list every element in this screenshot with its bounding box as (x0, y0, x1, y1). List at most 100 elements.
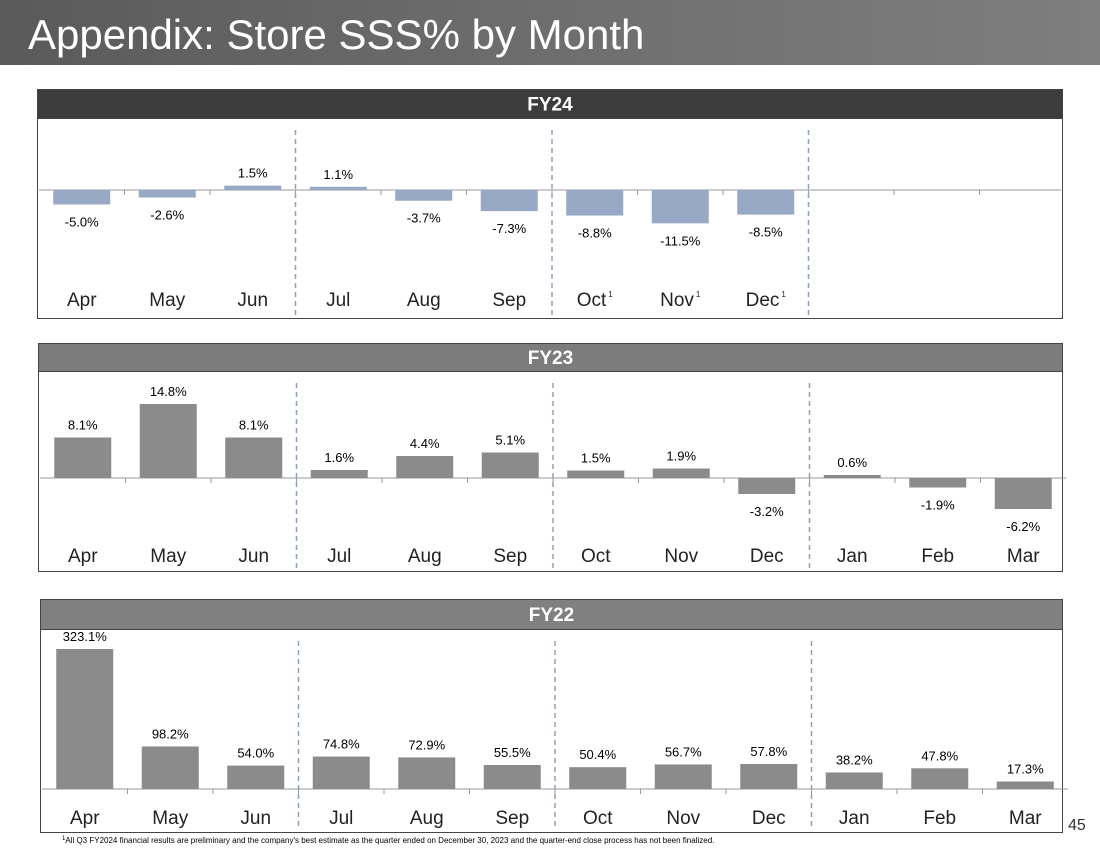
fy23-bar-apr (54, 437, 112, 478)
fy24-bar-aug (395, 190, 453, 201)
fy23-bar-sep (481, 452, 539, 478)
fy22-bar-apr (56, 649, 114, 789)
fy24-bar-jun (224, 185, 282, 190)
fy23-category-label: Mar (1007, 546, 1040, 567)
fy23-header-title: FY23 (528, 348, 573, 369)
fy24-category-label: Jul (326, 290, 350, 311)
fy23-bar-aug (396, 456, 454, 478)
fy24-chart-panel: FY24 -5.0% Apr -2.6% May 1.5% Jun 1.1% Jul -3.7% A… (37, 89, 1063, 319)
fy22-data-label: 98.2% (152, 726, 189, 741)
fy24-frame (37, 89, 1063, 319)
fy22-data-label: 47.8% (921, 748, 958, 763)
fy22-category-label: Dec (752, 808, 786, 829)
fy22-chart: FY22 323.1% Apr 98.2% May 54.0% Jun 74.8% Jul 72.… (40, 599, 1068, 833)
footnote-marker: 1 (62, 836, 66, 842)
fy24-bar-sep (480, 190, 538, 212)
fy24-category-label: Aug (407, 290, 441, 311)
fy22-chart-panel: FY22 323.1% Apr 98.2% May 54.0% Jun 74.8% Jul 72.… (40, 599, 1068, 833)
fy23-bar-oct (567, 470, 625, 478)
fy23-data-label: -6.2% (1006, 519, 1040, 534)
fy24-data-label: -2.6% (150, 208, 184, 223)
footnote-text: All Q3 FY2024 financial results are prel… (65, 836, 715, 845)
fy23-bar-jun (225, 437, 283, 478)
fy24-data-label: 1.1% (323, 167, 353, 182)
fy23-category-label: Oct (581, 546, 611, 567)
fy22-category-label: Oct (583, 808, 613, 829)
fy22-bar-jun (227, 765, 285, 789)
fy23-data-label: 5.1% (495, 433, 525, 448)
fy23-category-label: Sep (493, 546, 527, 567)
fy23-data-label: 1.6% (324, 450, 354, 465)
fy22-frame (40, 599, 1063, 833)
fy24-data-label: -7.3% (492, 221, 526, 236)
fy24-category-label: Dec 1 (746, 290, 787, 311)
fy23-category-label: Dec (750, 546, 784, 567)
fy22-category-label: May (152, 808, 188, 829)
fy23-data-label: 1.9% (666, 449, 696, 464)
fy22-bar-oct (569, 767, 627, 789)
fy23-category-label: May (150, 546, 186, 567)
fy22-header-title: FY22 (529, 605, 574, 626)
footnote: 1All Q3 FY2024 financial results are pre… (62, 836, 714, 846)
fy23-data-label: 8.1% (239, 418, 269, 433)
fy24-bar-apr (53, 190, 111, 205)
fy22-category-label: Jun (240, 808, 271, 829)
fy22-bar-feb (911, 768, 969, 789)
fy22-data-label: 74.8% (323, 737, 360, 752)
fy22-category-label: Apr (70, 808, 100, 829)
fy24-category-superscript: 1 (696, 290, 701, 299)
fy23-chart-panel: FY23 8.1% Apr 14.8% May 8.1% Jun 1.6% Jul 4.4% Aug… (38, 343, 1066, 572)
fy23-frame (38, 343, 1063, 572)
fy22-category-label: Nov (666, 808, 700, 829)
fy22-data-label: 50.4% (579, 747, 616, 762)
fy22-bar-nov (654, 764, 712, 789)
fy23-data-label: -3.2% (750, 504, 784, 519)
fy24-category-label: Nov 1 (660, 290, 701, 311)
fy23-header (38, 343, 1063, 372)
fy24-category-superscript: 1 (781, 290, 786, 299)
fy22-data-label: 55.5% (494, 745, 531, 760)
fy22-bar-sep (483, 764, 541, 789)
fy23-category-label: Jun (238, 546, 269, 567)
fy22-category-label: Jan (839, 808, 870, 829)
fy24-bar-may (138, 190, 196, 198)
fy24-data-label: -5.0% (65, 215, 99, 230)
fy23-category-label: Jul (327, 546, 351, 567)
fy23-bar-nov (652, 468, 710, 478)
page-number: 45 (1068, 817, 1086, 834)
fy24-header (37, 89, 1063, 119)
fy24-data-label: -8.8% (578, 226, 612, 241)
fy23-data-label: 14.8% (150, 384, 187, 399)
fy23-bar-jul (310, 470, 368, 478)
fy24-chart: FY24 -5.0% Apr -2.6% May 1.5% Jun 1.1% Jul -3.7% A… (37, 89, 1063, 319)
fy24-data-label: -3.7% (407, 211, 441, 226)
fy22-category-label: Feb (923, 808, 956, 829)
fy22-bar-jul (312, 756, 370, 789)
fy23-data-label: 8.1% (68, 418, 98, 433)
fy23-category-label: Feb (921, 546, 954, 567)
fy23-bar-feb (909, 478, 967, 488)
fy22-bar-dec (740, 763, 798, 789)
fy24-category-label: May (149, 290, 185, 311)
fy23-category-label: Apr (68, 546, 98, 567)
fy22-data-label: 323.1% (63, 629, 108, 644)
fy23-category-label: Aug (408, 546, 442, 567)
fy22-category-label: Sep (495, 808, 529, 829)
fy24-category-label: Jun (237, 290, 268, 311)
fy23-bar-jan (823, 475, 881, 478)
fy22-category-label: Aug (410, 808, 444, 829)
fy24-category-label: Apr (67, 290, 97, 311)
fy23-bar-dec (738, 478, 796, 494)
fy23-data-label: 0.6% (837, 455, 867, 470)
fy24-bar-oct (566, 190, 624, 216)
fy23-data-label: -1.9% (921, 498, 955, 513)
fy22-category-label: Mar (1009, 808, 1042, 829)
fy22-data-label: 57.8% (750, 744, 787, 759)
fy23-data-label: 1.5% (581, 451, 611, 466)
fy23-data-label: 4.4% (410, 436, 440, 451)
fy23-bar-may (139, 404, 197, 478)
fy22-header (40, 599, 1063, 630)
fy23-category-label: Nov (664, 546, 698, 567)
fy24-bar-nov (651, 190, 709, 224)
fy22-data-label: 56.7% (665, 744, 702, 759)
